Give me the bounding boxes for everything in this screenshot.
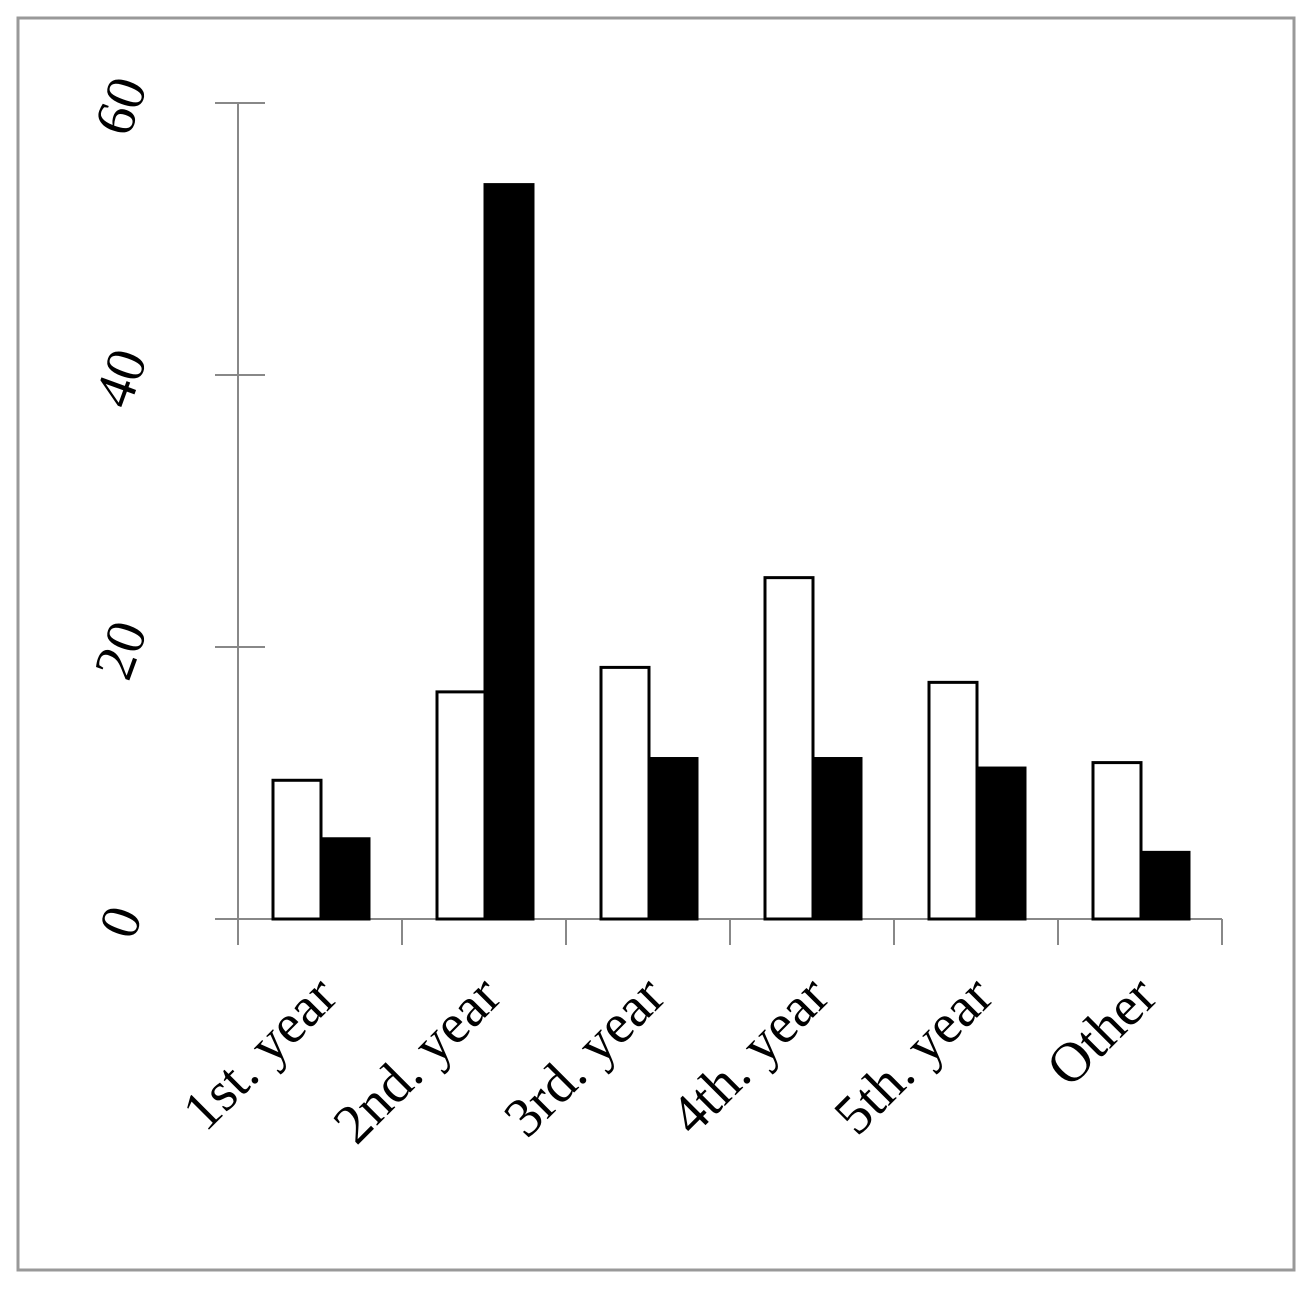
bar (763, 576, 815, 921)
bar (599, 665, 651, 921)
bar (1139, 850, 1191, 921)
bar (483, 183, 535, 921)
bar (647, 757, 699, 921)
chart-frame (16, 16, 1296, 1272)
bar (975, 766, 1027, 921)
bar (927, 680, 979, 921)
bar (271, 778, 323, 921)
bar (435, 690, 487, 921)
bar (1091, 761, 1143, 921)
bar (811, 757, 863, 921)
bar (319, 837, 371, 921)
